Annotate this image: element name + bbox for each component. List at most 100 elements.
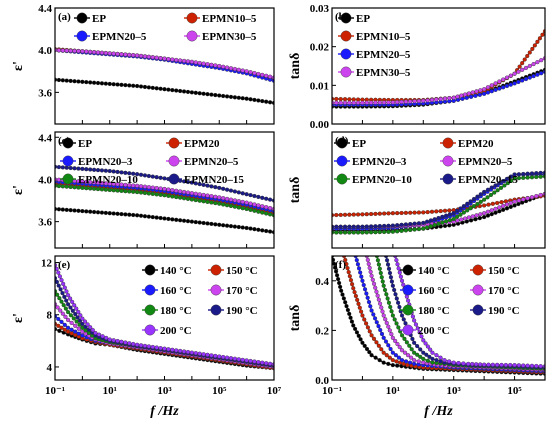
data-point bbox=[95, 168, 101, 173]
data-point bbox=[363, 321, 369, 326]
y-tick-label: 0.00 bbox=[310, 119, 330, 131]
data-point bbox=[392, 287, 397, 293]
data-point bbox=[88, 209, 93, 214]
data-point bbox=[390, 363, 395, 368]
data-point bbox=[369, 230, 374, 235]
data-point bbox=[201, 61, 206, 66]
data-point bbox=[351, 212, 356, 217]
plot-frame bbox=[331, 131, 546, 249]
data-point bbox=[382, 223, 387, 229]
data-point bbox=[366, 261, 371, 267]
legend-entry: 160 °C bbox=[418, 285, 450, 297]
data-point bbox=[390, 100, 395, 105]
data-point bbox=[260, 210, 265, 215]
data-point bbox=[386, 223, 391, 228]
data-point bbox=[382, 229, 387, 235]
data-point bbox=[264, 228, 269, 234]
legend-entry: EPMN30–5 bbox=[356, 67, 411, 79]
data-point bbox=[390, 229, 395, 234]
data-point bbox=[189, 180, 194, 185]
data-point bbox=[178, 189, 183, 194]
data-point bbox=[82, 319, 88, 324]
data-point bbox=[485, 195, 490, 200]
data-point bbox=[390, 335, 395, 340]
data-point bbox=[412, 318, 417, 323]
data-point bbox=[95, 80, 101, 86]
data-point bbox=[85, 322, 90, 327]
legend-marker bbox=[144, 284, 156, 296]
y-tick-label: 3.6 bbox=[38, 217, 52, 229]
data-point bbox=[111, 188, 116, 193]
data-point bbox=[442, 208, 448, 213]
y-tick-label: 0.02 bbox=[310, 42, 330, 54]
data-point bbox=[386, 324, 391, 329]
data-point bbox=[338, 224, 343, 229]
data-point bbox=[58, 287, 63, 292]
legend-marker bbox=[210, 304, 222, 316]
data-point bbox=[474, 89, 479, 94]
data-point bbox=[381, 283, 386, 288]
data-point bbox=[92, 80, 97, 85]
data-point bbox=[365, 257, 370, 263]
data-point bbox=[240, 68, 245, 73]
data-point bbox=[138, 343, 144, 348]
legend: 140 °C 150 °C 160 °C 170 °C 180 °C 190 °C 200 … bbox=[142, 264, 258, 337]
data-point bbox=[388, 346, 393, 352]
data-point bbox=[264, 211, 269, 216]
data-point bbox=[516, 79, 521, 85]
data-point bbox=[217, 185, 222, 190]
data-point bbox=[185, 89, 191, 95]
data-point bbox=[416, 210, 422, 215]
data-point bbox=[166, 216, 171, 222]
data-point bbox=[374, 320, 379, 325]
legend-marker bbox=[168, 173, 180, 185]
data-point bbox=[413, 322, 419, 327]
data-point bbox=[334, 224, 339, 229]
data-point bbox=[189, 191, 194, 196]
data-point bbox=[248, 358, 253, 364]
data-point bbox=[80, 185, 85, 190]
legend-marker bbox=[186, 30, 198, 42]
data-point bbox=[429, 97, 435, 103]
data-point bbox=[436, 215, 441, 221]
data-point bbox=[170, 188, 175, 193]
data-point bbox=[463, 216, 468, 221]
data-point bbox=[380, 309, 385, 314]
data-point bbox=[62, 294, 67, 299]
data-point bbox=[415, 344, 420, 349]
x-tick-label: 10³ bbox=[157, 385, 172, 397]
data-point bbox=[232, 66, 237, 72]
data-point bbox=[364, 100, 369, 105]
data-point bbox=[434, 358, 439, 363]
data-point bbox=[486, 362, 491, 367]
panel-e: 10⁻¹ 10¹ 10³ 10⁵ 10⁷ 4 8 12 (e) ε' f /Hz 140 °C 150 … bbox=[11, 255, 282, 419]
data-point bbox=[240, 357, 245, 362]
data-point bbox=[495, 362, 500, 367]
data-point bbox=[527, 63, 532, 69]
data-point bbox=[451, 211, 456, 216]
data-point bbox=[390, 283, 395, 288]
data-point bbox=[68, 305, 73, 310]
data-point bbox=[224, 223, 230, 228]
data-point bbox=[60, 78, 65, 83]
data-point bbox=[346, 270, 351, 275]
legend-marker bbox=[168, 155, 180, 167]
data-point bbox=[489, 212, 494, 217]
data-point bbox=[482, 214, 487, 220]
data-point bbox=[516, 172, 522, 177]
data-point bbox=[384, 292, 389, 297]
data-point bbox=[217, 201, 222, 206]
data-point bbox=[64, 289, 69, 294]
data-point bbox=[432, 217, 437, 222]
data-point bbox=[347, 230, 352, 235]
data-point bbox=[492, 190, 497, 195]
data-point bbox=[525, 363, 530, 368]
data-point bbox=[236, 357, 241, 362]
data-point bbox=[228, 224, 234, 229]
data-point bbox=[58, 308, 63, 313]
data-point bbox=[482, 197, 487, 202]
legend-entry: EPM20 bbox=[184, 138, 220, 150]
data-point bbox=[397, 345, 402, 350]
data-point bbox=[444, 219, 449, 224]
data-point bbox=[213, 222, 218, 227]
